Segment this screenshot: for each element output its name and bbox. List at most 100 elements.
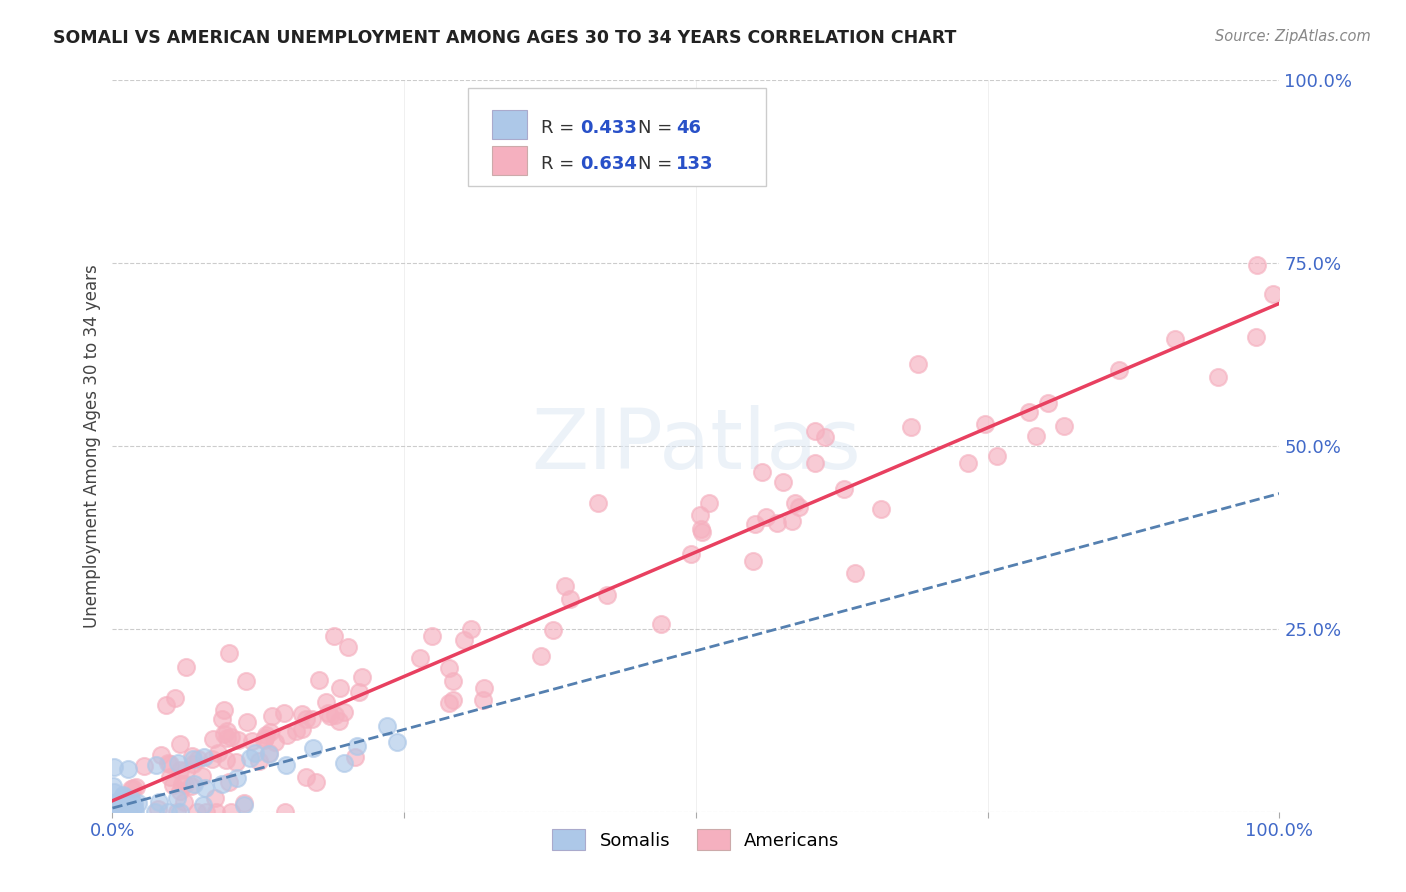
Point (301, 712, 323, 726)
Point (215, 731, 238, 746)
Point (201, 731, 224, 746)
Text: Source: ZipAtlas.com: Source: ZipAtlas.com (1215, 29, 1371, 44)
Point (554, 579, 576, 593)
Point (1053, 418, 1076, 433)
Point (233, 797, 256, 812)
Point (194, 805, 217, 819)
Point (765, 516, 787, 530)
Point (869, 502, 891, 516)
Point (122, 801, 145, 815)
Point (274, 805, 297, 819)
Bar (492, 110, 527, 139)
Point (472, 681, 495, 695)
Point (1263, 287, 1285, 301)
Point (170, 777, 193, 791)
Point (101, 779, 124, 793)
Point (112, 789, 135, 803)
Point (329, 681, 352, 696)
Point (291, 722, 314, 736)
Point (259, 725, 281, 739)
Point (284, 723, 307, 738)
Point (169, 805, 191, 819)
Point (124, 780, 146, 794)
Point (291, 707, 314, 722)
Point (156, 805, 179, 819)
Text: 0.634: 0.634 (581, 155, 637, 173)
Point (741, 554, 763, 568)
Point (803, 456, 825, 470)
Point (236, 715, 259, 730)
Point (117, 762, 139, 776)
Point (690, 524, 713, 539)
Point (319, 708, 342, 723)
Point (204, 805, 226, 819)
Point (207, 746, 229, 760)
Point (239, 750, 262, 764)
Point (385, 735, 408, 749)
Point (1246, 258, 1268, 272)
Point (181, 752, 204, 766)
Point (148, 795, 170, 809)
Text: N =: N = (638, 155, 678, 173)
Point (316, 706, 339, 720)
Point (111, 788, 134, 802)
Point (107, 794, 129, 808)
Point (437, 696, 460, 710)
Text: R =: R = (541, 155, 579, 173)
Point (973, 417, 995, 431)
Point (122, 797, 145, 811)
Point (169, 737, 191, 751)
Point (121, 805, 143, 819)
Point (586, 495, 609, 509)
Point (751, 465, 773, 479)
Point (204, 790, 226, 805)
Point (190, 769, 212, 783)
Point (439, 661, 461, 675)
Point (328, 714, 350, 728)
Point (460, 622, 482, 636)
Point (1164, 332, 1187, 346)
Point (117, 805, 139, 819)
Point (112, 791, 135, 805)
Point (155, 698, 177, 712)
Point (143, 805, 166, 819)
Point (323, 708, 346, 723)
Point (257, 746, 280, 760)
Point (783, 496, 806, 510)
Text: 46: 46 (676, 119, 702, 136)
Point (201, 752, 224, 766)
Point (337, 640, 360, 654)
Point (114, 805, 136, 819)
Point (343, 750, 366, 764)
Point (350, 670, 373, 684)
Point (333, 705, 356, 719)
Point (211, 777, 233, 791)
Point (112, 805, 135, 819)
Point (156, 756, 179, 770)
Point (1025, 429, 1047, 443)
Point (218, 646, 240, 660)
Point (295, 770, 318, 784)
Point (211, 712, 233, 726)
Point (441, 693, 464, 707)
Point (260, 709, 283, 723)
Point (103, 759, 125, 773)
Point (120, 791, 142, 805)
Point (844, 566, 866, 581)
Point (183, 756, 205, 771)
Point (1108, 362, 1130, 376)
Point (453, 633, 475, 648)
Point (543, 623, 565, 637)
Text: ZIPatlas: ZIPatlas (531, 406, 860, 486)
Point (193, 750, 215, 764)
Point (162, 778, 184, 792)
Point (900, 420, 922, 434)
Point (346, 739, 368, 753)
Point (217, 723, 239, 738)
Point (650, 617, 672, 632)
Point (254, 728, 277, 742)
Point (124, 805, 146, 819)
Point (174, 763, 197, 777)
Point (247, 754, 270, 768)
Point (169, 763, 191, 777)
